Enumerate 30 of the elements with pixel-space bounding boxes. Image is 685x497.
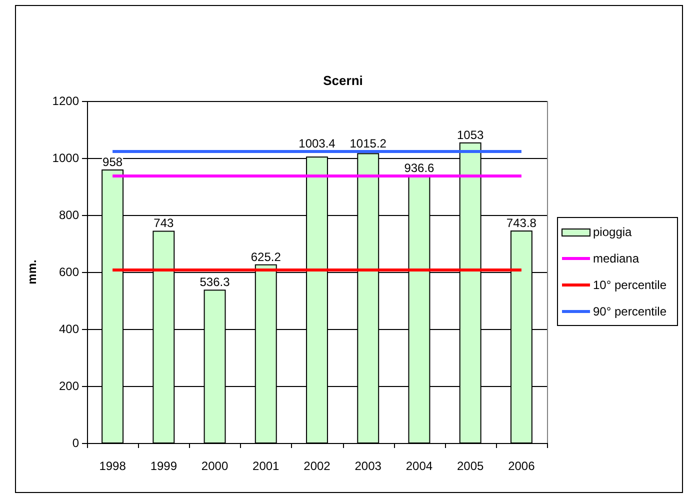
y-tick-label: 1000 <box>52 151 80 166</box>
y-tick-label: 0 <box>72 436 80 450</box>
x-tick-label: 2001 <box>252 459 280 473</box>
x-tick-label: 2004 <box>406 459 433 473</box>
data-label: 1015.2 <box>350 136 387 150</box>
x-tick-label: 2000 <box>201 459 228 473</box>
x-tick-label: 2002 <box>304 459 331 473</box>
y-tick-label: 800 <box>58 208 80 222</box>
x-tick-label: 2005 <box>456 459 484 473</box>
legend-label: 10° percentile <box>593 278 667 292</box>
data-label: 936.6 <box>404 161 435 176</box>
x-tick-label: 2003 <box>354 459 382 473</box>
y-tick-label: 400 <box>58 322 80 336</box>
data-label: 743.8 <box>506 216 537 230</box>
x-tick-label: 2006 <box>508 459 536 473</box>
chart-title: Scerni <box>323 73 363 88</box>
legend-label: mediana <box>593 252 640 266</box>
data-label: 1053 <box>456 128 484 142</box>
data-label: 536.3 <box>200 275 230 290</box>
legend-label: pioggia <box>593 225 632 240</box>
y-axis-title: mm. <box>25 260 39 284</box>
x-tick-label: 1999 <box>150 459 178 473</box>
data-label: 625.2 <box>250 250 282 264</box>
y-tick-label: 1200 <box>52 94 80 108</box>
y-tick-label: 200 <box>58 379 80 394</box>
data-label: 1003.4 <box>298 136 336 150</box>
legend-label: 90° percentile <box>593 304 667 319</box>
x-tick-label: 1998 <box>99 459 126 473</box>
data-label: 743 <box>154 216 174 230</box>
y-tick-label: 600 <box>58 265 80 280</box>
